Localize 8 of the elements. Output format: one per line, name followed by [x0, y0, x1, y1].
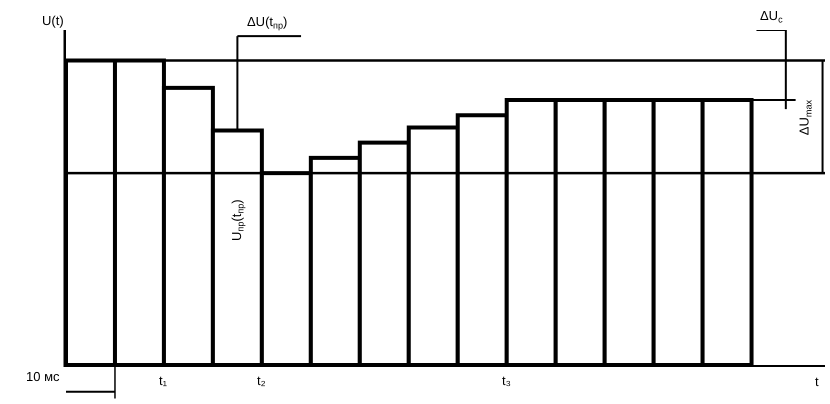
- text: ΔU(t$_{пр}$): [247, 14, 288, 31]
- text: ΔU$_{c}$: [760, 8, 784, 25]
- text: t₃: [502, 373, 511, 388]
- text: 10 мс: [26, 369, 60, 384]
- text: t₂: [257, 373, 266, 388]
- x-axis-title: t: [815, 374, 819, 389]
- y-axis-title: U(t): [42, 13, 64, 28]
- text: t₁: [159, 373, 168, 388]
